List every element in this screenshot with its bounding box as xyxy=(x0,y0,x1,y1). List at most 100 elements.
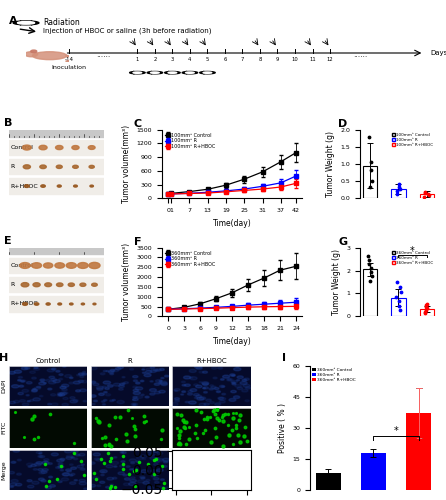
Ellipse shape xyxy=(233,457,236,458)
Circle shape xyxy=(165,72,180,74)
Ellipse shape xyxy=(150,457,156,460)
Ellipse shape xyxy=(160,381,167,384)
Ellipse shape xyxy=(227,467,230,468)
Ellipse shape xyxy=(65,374,72,378)
Ellipse shape xyxy=(28,485,34,488)
Point xyxy=(186,473,193,481)
Point xyxy=(95,418,102,426)
Point xyxy=(43,482,50,490)
Point xyxy=(91,469,98,477)
Point xyxy=(241,464,248,472)
Point xyxy=(124,438,131,446)
Text: 4: 4 xyxy=(188,57,192,62)
Ellipse shape xyxy=(58,303,62,305)
Ellipse shape xyxy=(220,378,224,380)
Ellipse shape xyxy=(63,473,70,476)
Point xyxy=(175,438,182,446)
Point xyxy=(80,472,87,480)
Ellipse shape xyxy=(80,376,84,378)
Ellipse shape xyxy=(182,470,186,472)
Ellipse shape xyxy=(57,459,64,462)
Ellipse shape xyxy=(67,470,71,472)
Point xyxy=(173,467,181,475)
Ellipse shape xyxy=(81,303,84,305)
Point xyxy=(185,474,192,482)
Ellipse shape xyxy=(62,404,68,406)
Ellipse shape xyxy=(113,456,117,458)
Ellipse shape xyxy=(112,477,117,479)
Point xyxy=(159,426,166,434)
Point xyxy=(176,440,183,448)
Ellipse shape xyxy=(161,479,164,480)
Ellipse shape xyxy=(37,386,41,388)
Ellipse shape xyxy=(26,463,33,466)
Point xyxy=(221,410,228,418)
Ellipse shape xyxy=(182,384,186,386)
Ellipse shape xyxy=(133,404,136,406)
Text: A: A xyxy=(9,16,17,26)
Point xyxy=(179,456,186,464)
Point xyxy=(176,427,183,435)
Circle shape xyxy=(168,72,177,74)
Point xyxy=(106,484,113,492)
Point xyxy=(229,409,236,417)
Text: E: E xyxy=(4,236,12,246)
Text: I: I xyxy=(282,352,286,362)
Ellipse shape xyxy=(140,380,144,382)
Point xyxy=(107,457,114,465)
Ellipse shape xyxy=(203,387,208,389)
Point xyxy=(422,189,429,197)
Ellipse shape xyxy=(113,370,119,372)
Ellipse shape xyxy=(59,374,63,376)
Ellipse shape xyxy=(151,470,157,472)
Point xyxy=(190,457,197,465)
Ellipse shape xyxy=(245,400,249,402)
Ellipse shape xyxy=(81,380,87,383)
Ellipse shape xyxy=(133,396,137,398)
Ellipse shape xyxy=(202,383,208,386)
Ellipse shape xyxy=(26,394,29,396)
Ellipse shape xyxy=(206,455,210,457)
Ellipse shape xyxy=(153,464,158,466)
X-axis label: Time(day): Time(day) xyxy=(213,336,252,345)
Ellipse shape xyxy=(52,368,55,370)
Point xyxy=(422,306,429,314)
Point xyxy=(101,433,108,441)
Ellipse shape xyxy=(236,488,241,490)
Ellipse shape xyxy=(58,394,65,396)
Bar xyxy=(9,248,104,254)
Ellipse shape xyxy=(242,390,248,392)
Ellipse shape xyxy=(12,462,16,463)
Point xyxy=(230,414,237,422)
Point xyxy=(396,180,403,188)
Point xyxy=(173,424,180,432)
Point xyxy=(230,472,237,480)
Bar xyxy=(9,296,104,312)
Ellipse shape xyxy=(51,453,58,456)
Point xyxy=(92,476,99,484)
Ellipse shape xyxy=(205,479,212,482)
Ellipse shape xyxy=(215,479,219,480)
Ellipse shape xyxy=(62,472,70,476)
Ellipse shape xyxy=(57,283,63,286)
Point xyxy=(98,456,105,464)
Ellipse shape xyxy=(23,165,30,169)
Ellipse shape xyxy=(227,378,233,381)
Ellipse shape xyxy=(233,460,237,461)
Ellipse shape xyxy=(223,375,230,378)
Ellipse shape xyxy=(154,482,159,484)
Ellipse shape xyxy=(56,165,62,168)
Point xyxy=(394,278,401,286)
Point xyxy=(395,183,402,191)
Point xyxy=(368,166,375,174)
Ellipse shape xyxy=(73,166,78,168)
Ellipse shape xyxy=(25,367,30,369)
Ellipse shape xyxy=(66,456,72,460)
Text: Radiation: Radiation xyxy=(43,18,80,28)
Point xyxy=(421,310,429,318)
Ellipse shape xyxy=(49,476,53,478)
Ellipse shape xyxy=(201,462,205,464)
Ellipse shape xyxy=(232,383,236,385)
Ellipse shape xyxy=(137,480,145,483)
Point xyxy=(423,304,430,312)
